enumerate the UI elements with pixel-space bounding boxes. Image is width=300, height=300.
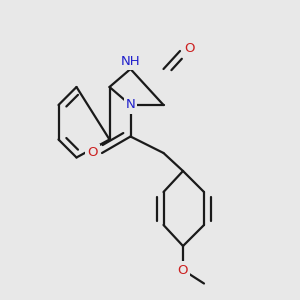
Text: N: N: [126, 98, 135, 112]
Text: O: O: [178, 263, 188, 277]
Text: O: O: [184, 41, 195, 55]
Text: NH: NH: [121, 55, 140, 68]
Text: O: O: [87, 146, 98, 160]
